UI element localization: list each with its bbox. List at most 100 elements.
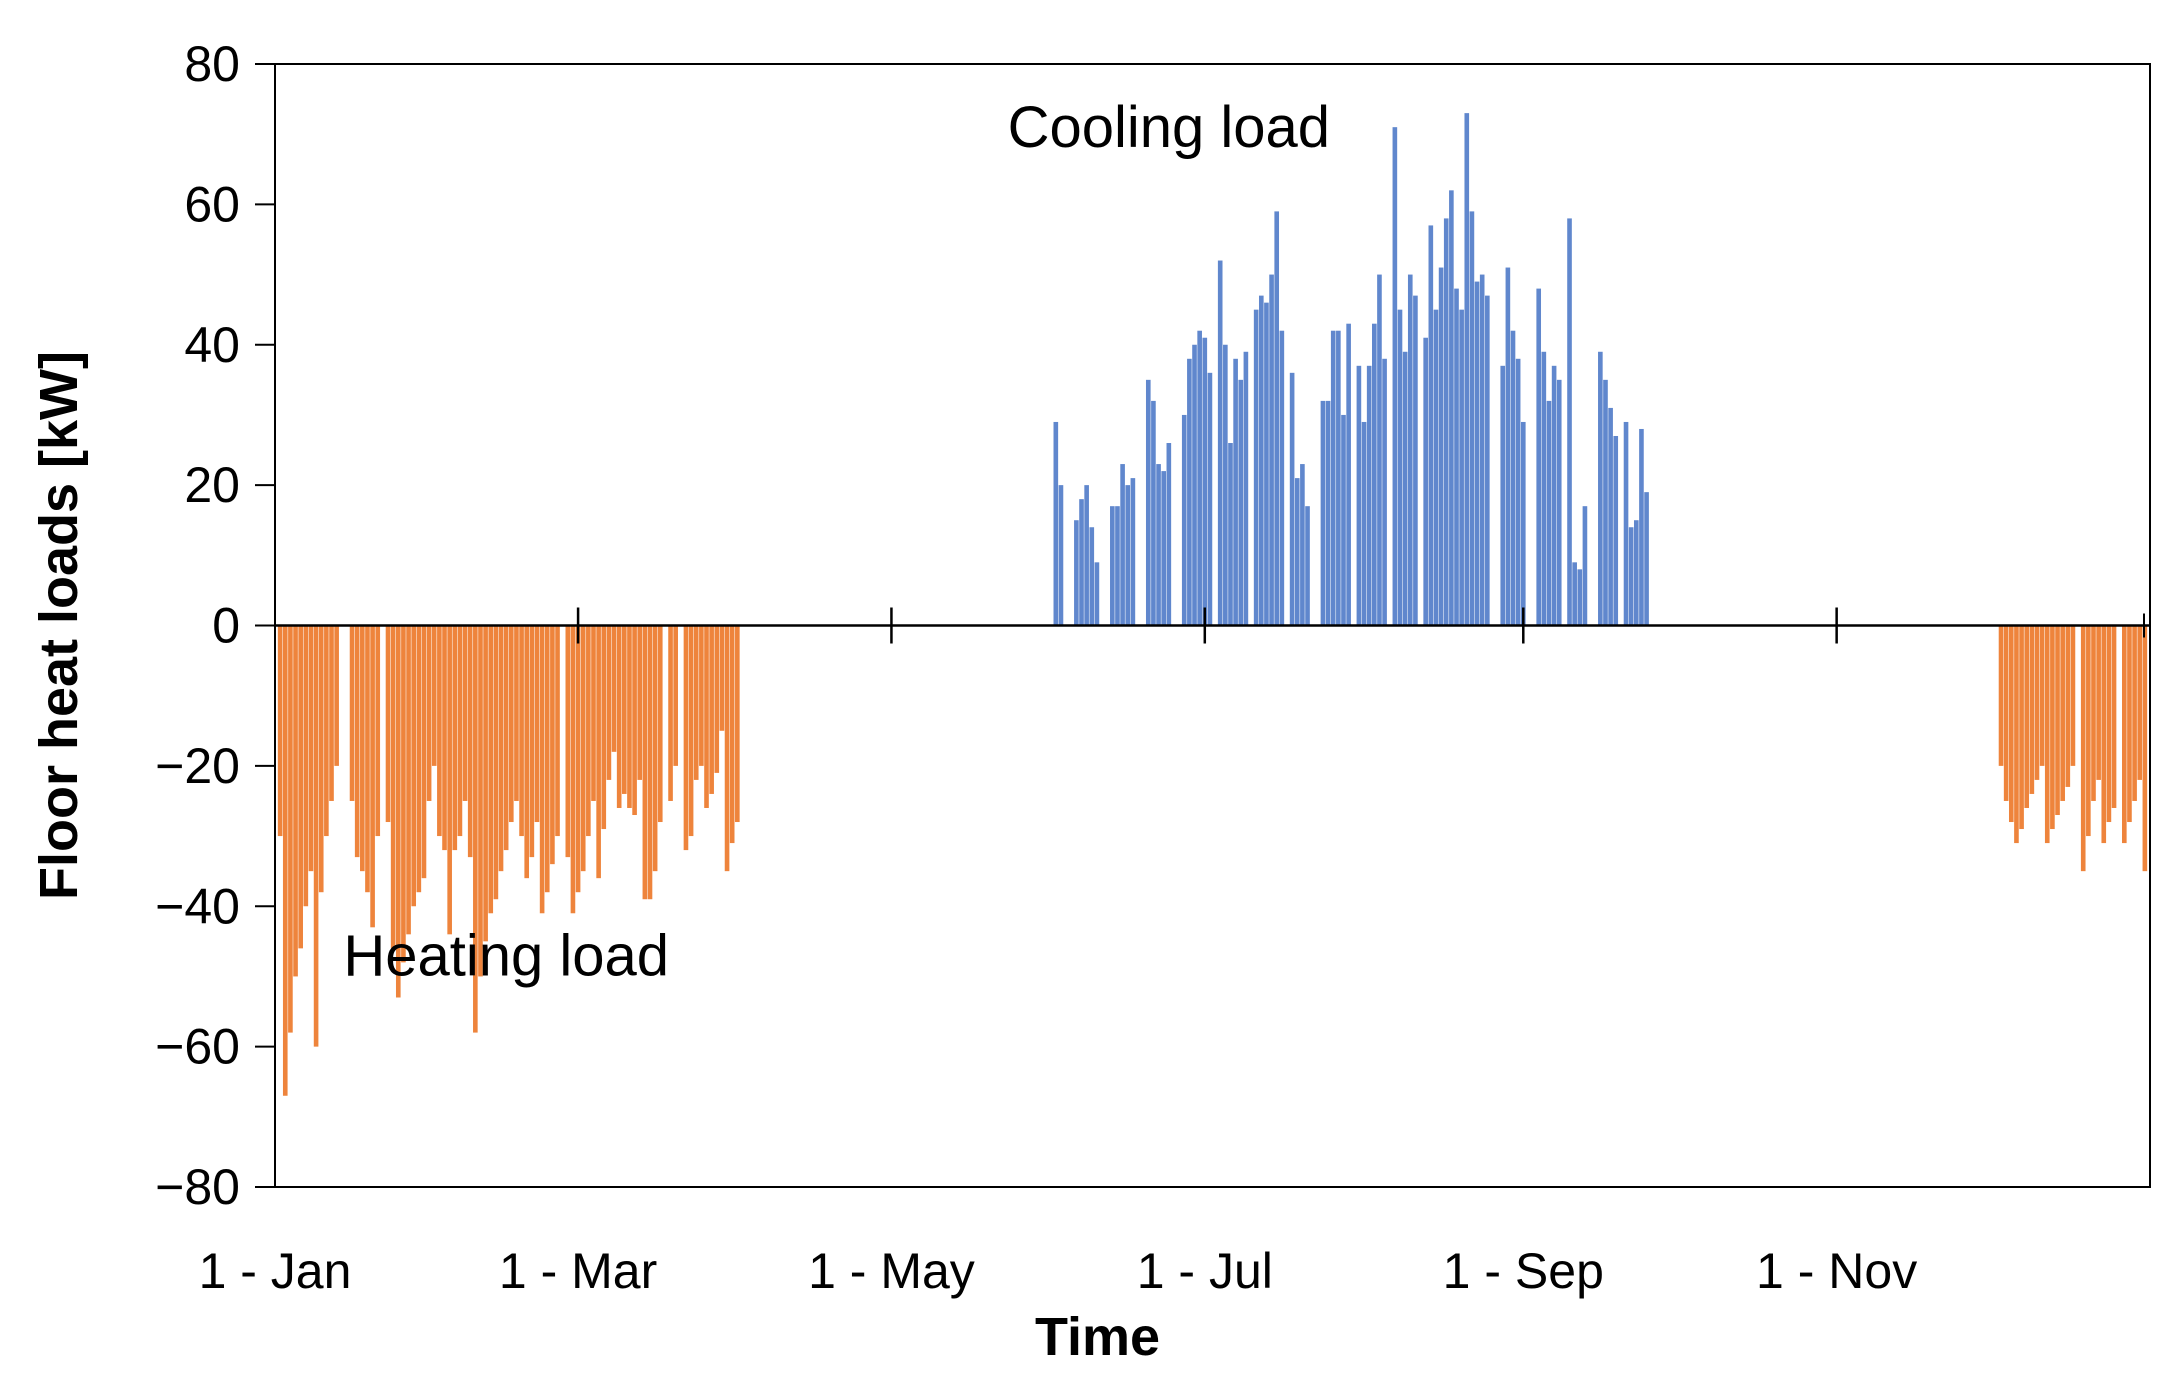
- y-axis-title: Floor heat loads [kW]: [29, 351, 89, 900]
- cooling-bar: [1253, 309, 1259, 626]
- cooling-bar: [1582, 506, 1588, 626]
- heating-bar: [2019, 625, 2024, 830]
- cooling-bar: [1613, 435, 1619, 626]
- cooling-bar: [1279, 330, 1285, 626]
- cooling-bar: [1192, 344, 1197, 626]
- heating-bar: [693, 625, 699, 780]
- cooling-bar: [1639, 428, 1644, 626]
- x-tick-label: 1 - Jul: [1137, 1243, 1273, 1299]
- cooling-bar: [1166, 443, 1172, 626]
- cooling-bar: [1110, 506, 1115, 626]
- heating-bar: [539, 625, 545, 914]
- bars-layer: [277, 113, 2148, 1096]
- heating-bar: [354, 625, 360, 858]
- cooling-bar: [1598, 351, 1603, 626]
- heating-bar: [2142, 625, 2148, 872]
- heating-bar: [544, 625, 550, 893]
- heating-bar: [462, 625, 468, 801]
- heating-bar: [406, 625, 411, 935]
- heating-bar: [550, 625, 555, 865]
- heating-bar: [596, 625, 601, 879]
- heating-bar: [714, 625, 720, 773]
- cooling-bar: [1125, 485, 1131, 626]
- heating-bar: [508, 625, 514, 823]
- heating-bar: [318, 625, 324, 893]
- cooling-bar: [1294, 478, 1300, 626]
- heating-bar: [431, 625, 437, 766]
- heating-bar: [719, 625, 725, 731]
- heating-bar: [478, 625, 483, 977]
- cooling-bar: [1089, 527, 1095, 626]
- cooling-bar: [1520, 421, 1526, 626]
- cooling-bar: [1407, 274, 1413, 626]
- heating-bar: [375, 625, 381, 837]
- cooling-bar: [1336, 330, 1341, 626]
- cooling-bar: [1464, 113, 1470, 626]
- cooling-bar: [1233, 358, 1238, 626]
- heating-bar: [683, 625, 689, 851]
- cooling-bar: [1094, 562, 1100, 626]
- heating-bar: [514, 625, 519, 801]
- heating-bar: [329, 625, 334, 801]
- heating-bar: [324, 625, 329, 837]
- heating-bar: [2039, 625, 2045, 766]
- cooling-bar: [1644, 492, 1649, 626]
- heating-bar: [2101, 625, 2107, 844]
- cooling-bar: [1536, 288, 1542, 626]
- heating-bar: [2065, 625, 2071, 787]
- cooling-bar: [1608, 407, 1613, 626]
- cooling-bar: [1356, 365, 1362, 626]
- cooling-bar: [1469, 211, 1475, 626]
- cooling-bar: [1228, 443, 1233, 626]
- heating-bar: [421, 625, 427, 879]
- cooling-bar: [1341, 414, 1346, 626]
- heating-bar: [2003, 625, 2009, 801]
- cooling-bar: [1479, 274, 1485, 626]
- cooling-bar: [1223, 344, 1228, 626]
- cooling-bar: [1161, 471, 1167, 626]
- cooling-bar: [1413, 295, 1418, 626]
- cooling-bar: [1372, 323, 1377, 626]
- x-tick-label: 1 - Nov: [1756, 1243, 1917, 1299]
- heating-bar: [616, 625, 622, 808]
- heating-bar: [642, 625, 648, 900]
- heating-bar: [2055, 625, 2060, 816]
- heating-bar: [565, 625, 571, 858]
- cooling-bar: [1217, 260, 1223, 626]
- heating-bar: [390, 625, 396, 949]
- heating-bar: [2070, 625, 2076, 766]
- cooling-bar: [1603, 379, 1608, 626]
- y-tick-label: −80: [155, 1159, 240, 1215]
- heating-bar: [2132, 625, 2137, 801]
- heating-bar: [467, 625, 473, 858]
- cooling-bar: [1330, 330, 1336, 626]
- heating-bar: [447, 625, 452, 935]
- heating-bar: [555, 625, 560, 837]
- heating-bar: [426, 625, 432, 801]
- heating-bar: [673, 625, 678, 766]
- heating-bar: [709, 625, 714, 794]
- heating-bar: [277, 625, 283, 837]
- cooling-bar: [1546, 400, 1552, 626]
- cooling-bar: [1382, 358, 1387, 626]
- cooling-bar: [1366, 365, 1372, 626]
- cooling-bar: [1402, 351, 1408, 626]
- cooling-load-annotation: Cooling load: [1008, 95, 1330, 160]
- cooling-bar: [1500, 365, 1506, 626]
- cooling-bar: [1628, 527, 1634, 626]
- y-tick-label: 40: [184, 317, 240, 373]
- cooling-bar: [1243, 351, 1249, 626]
- heating-bar: [411, 625, 417, 907]
- cooling-bar: [1397, 309, 1403, 626]
- heating-bar: [442, 625, 447, 851]
- heating-bar: [2086, 625, 2091, 837]
- heating-bar: [452, 625, 458, 851]
- heating-bar: [652, 625, 658, 872]
- heating-bar: [2137, 625, 2143, 780]
- heating-bar: [360, 625, 365, 872]
- y-tick-label: −60: [155, 1019, 240, 1075]
- heating-bar: [385, 625, 391, 823]
- cooling-bar: [1130, 478, 1136, 626]
- heating-bar: [622, 625, 627, 794]
- heating-bar: [519, 625, 524, 837]
